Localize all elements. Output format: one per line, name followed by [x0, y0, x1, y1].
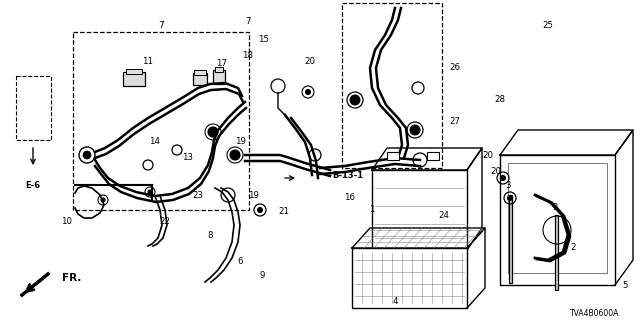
Text: 25: 25	[543, 20, 554, 29]
Text: E-6: E-6	[26, 181, 40, 190]
Circle shape	[83, 151, 91, 159]
Text: 11: 11	[143, 58, 154, 67]
Text: 7: 7	[158, 21, 164, 30]
Text: 19: 19	[248, 190, 259, 199]
Text: 6: 6	[237, 258, 243, 267]
Text: 13: 13	[182, 154, 193, 163]
Circle shape	[230, 150, 240, 160]
Bar	[16, 76, 51, 140]
Text: 20: 20	[483, 150, 493, 159]
Circle shape	[148, 190, 152, 194]
Circle shape	[410, 125, 420, 135]
Text: 22: 22	[159, 218, 170, 227]
Circle shape	[305, 90, 310, 94]
Text: FR.: FR.	[62, 273, 81, 283]
Text: 28: 28	[495, 95, 506, 105]
Bar	[194, 70, 206, 75]
Bar	[213, 70, 225, 84]
Bar	[73, 32, 249, 210]
Text: B-13-1: B-13-1	[332, 172, 363, 180]
Text: TVA4B0600A: TVA4B0600A	[570, 308, 620, 317]
Circle shape	[208, 127, 218, 137]
Bar	[372, 170, 467, 250]
Text: 3: 3	[552, 204, 557, 212]
Text: 7: 7	[245, 18, 251, 27]
Text: 21: 21	[278, 207, 289, 217]
Text: 17: 17	[216, 60, 227, 68]
Circle shape	[172, 145, 182, 155]
Text: 2: 2	[570, 244, 576, 252]
Bar	[555, 215, 558, 290]
Text: 4: 4	[392, 298, 397, 307]
Bar	[500, 155, 615, 285]
Text: 23: 23	[193, 190, 204, 199]
Text: 16: 16	[344, 194, 355, 203]
Text: 26: 26	[449, 63, 461, 73]
Text: 3: 3	[505, 181, 511, 190]
Bar	[352, 248, 467, 308]
Circle shape	[143, 160, 153, 170]
Bar	[342, 3, 442, 168]
Circle shape	[508, 196, 513, 201]
Circle shape	[101, 198, 105, 202]
Text: 27: 27	[449, 117, 461, 126]
Text: 20: 20	[305, 58, 316, 67]
Bar	[123, 72, 145, 86]
Bar	[508, 163, 607, 273]
Circle shape	[500, 175, 506, 180]
Text: 15: 15	[259, 36, 269, 44]
Text: 20: 20	[490, 167, 502, 177]
Text: 10: 10	[61, 218, 72, 227]
Bar	[126, 69, 142, 74]
Bar	[215, 67, 223, 72]
Text: 1: 1	[369, 205, 375, 214]
Bar	[427, 152, 439, 160]
Text: 19: 19	[235, 138, 245, 147]
Bar	[509, 195, 512, 283]
Bar	[193, 73, 207, 85]
Circle shape	[350, 95, 360, 105]
Circle shape	[257, 207, 262, 212]
Text: 24: 24	[438, 211, 449, 220]
Bar	[387, 152, 399, 160]
Text: 8: 8	[207, 231, 212, 241]
Text: 14: 14	[150, 138, 161, 147]
Text: 5: 5	[622, 281, 628, 290]
Text: 9: 9	[259, 270, 265, 279]
Text: 18: 18	[243, 52, 253, 60]
